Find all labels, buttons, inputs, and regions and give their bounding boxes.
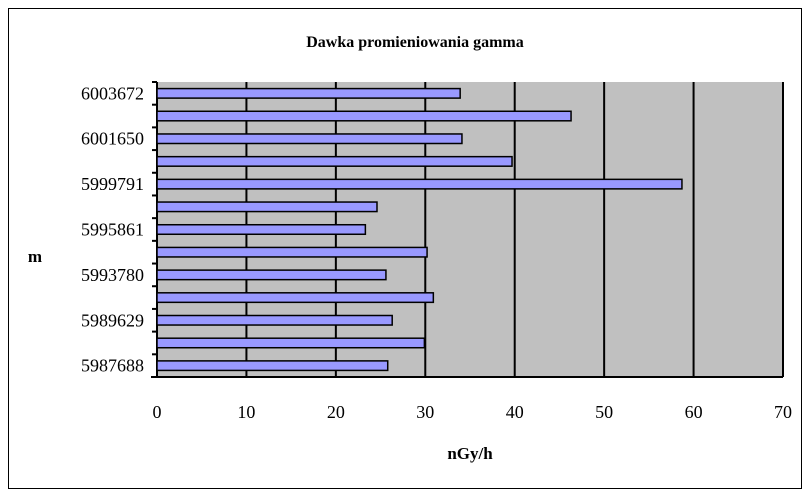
bar [156, 246, 428, 258]
x-tick-label: 0 [153, 402, 162, 422]
x-axis-label: nGy/h [447, 444, 493, 463]
plot-area: 0 10 20 30 40 50 60 70 5987688 5989629 5993780 5995… [81, 81, 792, 422]
bar [156, 314, 393, 326]
bar [156, 223, 367, 236]
chart-title: Dawka promieniowania gamma [306, 34, 524, 51]
bar [156, 178, 683, 190]
y-tick-label: 6003672 [81, 83, 144, 103]
y-axis-label: m [28, 247, 42, 266]
bar [156, 87, 461, 99]
bar [156, 201, 378, 213]
bar [156, 110, 572, 122]
y-tick-label: 5995861 [81, 220, 144, 240]
bar [156, 292, 435, 304]
y-tick-label: 5989629 [81, 310, 144, 330]
x-tick-label: 30 [416, 402, 434, 422]
bar [156, 133, 463, 145]
x-tick-label: 50 [595, 402, 613, 422]
bar [156, 155, 513, 167]
x-tick-label: 10 [237, 402, 255, 422]
bar [156, 360, 389, 372]
x-tick-label: 20 [327, 402, 345, 422]
x-tick-label: 70 [774, 402, 792, 422]
y-tick-label: 6001650 [81, 129, 144, 149]
x-tick-label: 60 [685, 402, 703, 422]
y-tick-label: 5987688 [81, 356, 144, 376]
bar [156, 269, 387, 281]
x-tick-label: 40 [506, 402, 524, 422]
y-tick-label: 5999791 [81, 174, 144, 194]
y-tick-label: 5993780 [81, 265, 144, 285]
bar [156, 337, 426, 349]
